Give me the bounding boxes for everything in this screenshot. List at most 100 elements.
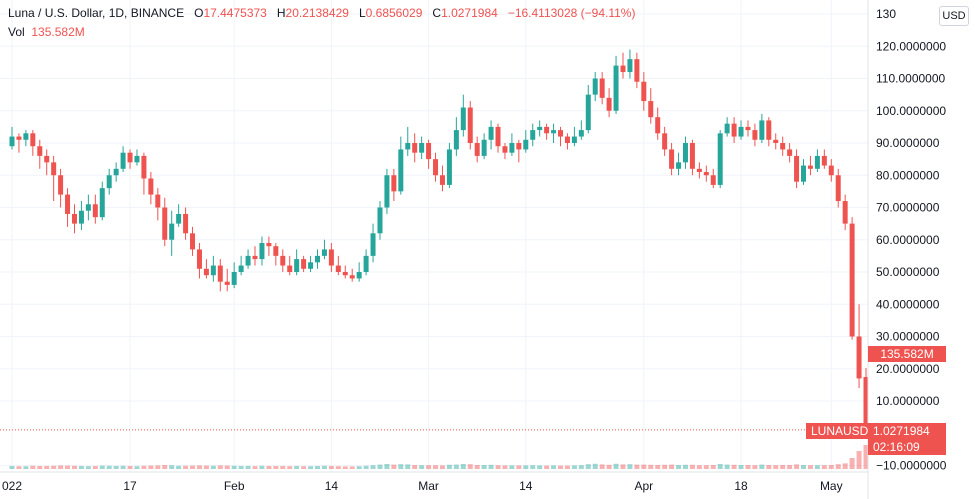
candle-body (252, 255, 258, 260)
volume-bar (155, 465, 161, 469)
volume-bar (287, 466, 293, 469)
legend-open-value: 17.4475373 (203, 6, 267, 20)
candle-body (696, 168, 702, 173)
volume-bar (342, 466, 348, 469)
volume-bar (349, 466, 355, 469)
volume-bar (613, 463, 619, 469)
candle-body (571, 136, 577, 143)
legend-volume: Vol 135.582M (8, 25, 85, 39)
volume-bar (294, 466, 300, 469)
volume-bar (384, 464, 390, 469)
volume-bar (516, 465, 522, 469)
candle-body (544, 126, 550, 134)
candle-body (162, 207, 168, 240)
volume-bar (231, 465, 237, 469)
candle-body (773, 139, 779, 143)
volume-bar (849, 458, 855, 469)
candle-body (676, 162, 682, 169)
volume-bar (571, 465, 577, 469)
y-tick-label: 80.0000000 (876, 168, 940, 182)
volume-bar (328, 466, 334, 469)
x-tick-label: 18 (734, 479, 748, 493)
candle-body (592, 78, 598, 95)
volume-bar (752, 465, 758, 469)
y-tick-label: 60.0000000 (876, 233, 940, 247)
candle-body (731, 123, 737, 137)
volume-bar (738, 465, 744, 469)
candle-body (190, 233, 196, 250)
volume-bar (502, 465, 508, 469)
candle-body (717, 133, 723, 185)
volume-bar (787, 465, 793, 469)
volume-bar (530, 465, 536, 469)
volume-bar (391, 464, 397, 469)
volume-bar (558, 465, 564, 469)
candle-body (599, 78, 605, 98)
candle-body (377, 207, 383, 234)
currency-button[interactable]: USD (939, 6, 969, 26)
volume-bar (710, 465, 716, 469)
volume-bar (814, 465, 820, 469)
legend-close-value: 1.0271984 (441, 6, 498, 20)
candle-body (314, 255, 320, 263)
candle-body (787, 149, 793, 156)
volume-bar (92, 466, 98, 469)
legend-close-label: C (432, 6, 442, 20)
volume-bar (23, 466, 29, 469)
legend-symbol: Luna / U.S. Dollar, 1D, BINANCE (8, 6, 185, 20)
candle-body (370, 233, 376, 256)
candle-body (481, 139, 487, 156)
candle-body (217, 265, 223, 282)
candle-body (16, 136, 22, 140)
candle-body (523, 139, 529, 150)
candle-body (363, 255, 369, 272)
y-tick-label: 100.0000000 (876, 104, 946, 118)
volume-bar (773, 465, 779, 469)
volume-bar (724, 464, 730, 469)
volume-bar (606, 464, 612, 469)
x-tick-label: 14 (325, 479, 339, 493)
legend-high-value: 20.2138429 (285, 6, 349, 20)
volume-bar (252, 466, 258, 469)
legend-ohlc: Luna / U.S. Dollar, 1D, BINANCE O17.4475… (8, 6, 635, 20)
volume-bar (481, 465, 487, 469)
volume-bar (308, 466, 314, 469)
candle-body (502, 146, 508, 153)
volume-bar (627, 464, 633, 469)
candle-body (30, 133, 36, 147)
volume-bar (419, 465, 425, 469)
candle-body (65, 194, 71, 214)
candle-body (842, 201, 848, 224)
symbol-tag: LUNAUSD (806, 423, 868, 439)
volume-bar (766, 465, 772, 469)
candle-body (828, 165, 834, 176)
volume-bar (183, 465, 189, 469)
candle-body (224, 281, 230, 285)
candle-body (433, 159, 439, 176)
candle-body (821, 155, 827, 166)
volume-bar (141, 465, 147, 469)
volume-bar (433, 465, 439, 469)
candle-body (752, 130, 758, 140)
volume-bar (551, 465, 557, 469)
volume-bar (474, 465, 480, 469)
volume-bar (266, 466, 272, 469)
y-tick-label: 120.0000000 (876, 39, 946, 53)
y-tick-label: 70.0000000 (876, 201, 940, 215)
candle-body (71, 213, 77, 224)
volume-bar (217, 465, 223, 469)
candle-body (620, 65, 626, 73)
candle-body (335, 265, 341, 272)
legend-low-label: L (358, 6, 366, 20)
candle-body (44, 155, 50, 163)
volume-bar (176, 465, 182, 469)
volume-bar (106, 465, 112, 469)
candle-body (530, 130, 536, 140)
x-tick-label: 022 (2, 479, 22, 493)
legend-open-label: O (194, 6, 204, 20)
volume-bar (544, 465, 550, 469)
volume-bar (828, 465, 834, 469)
candle-body (766, 120, 772, 140)
candle-body (724, 123, 730, 134)
